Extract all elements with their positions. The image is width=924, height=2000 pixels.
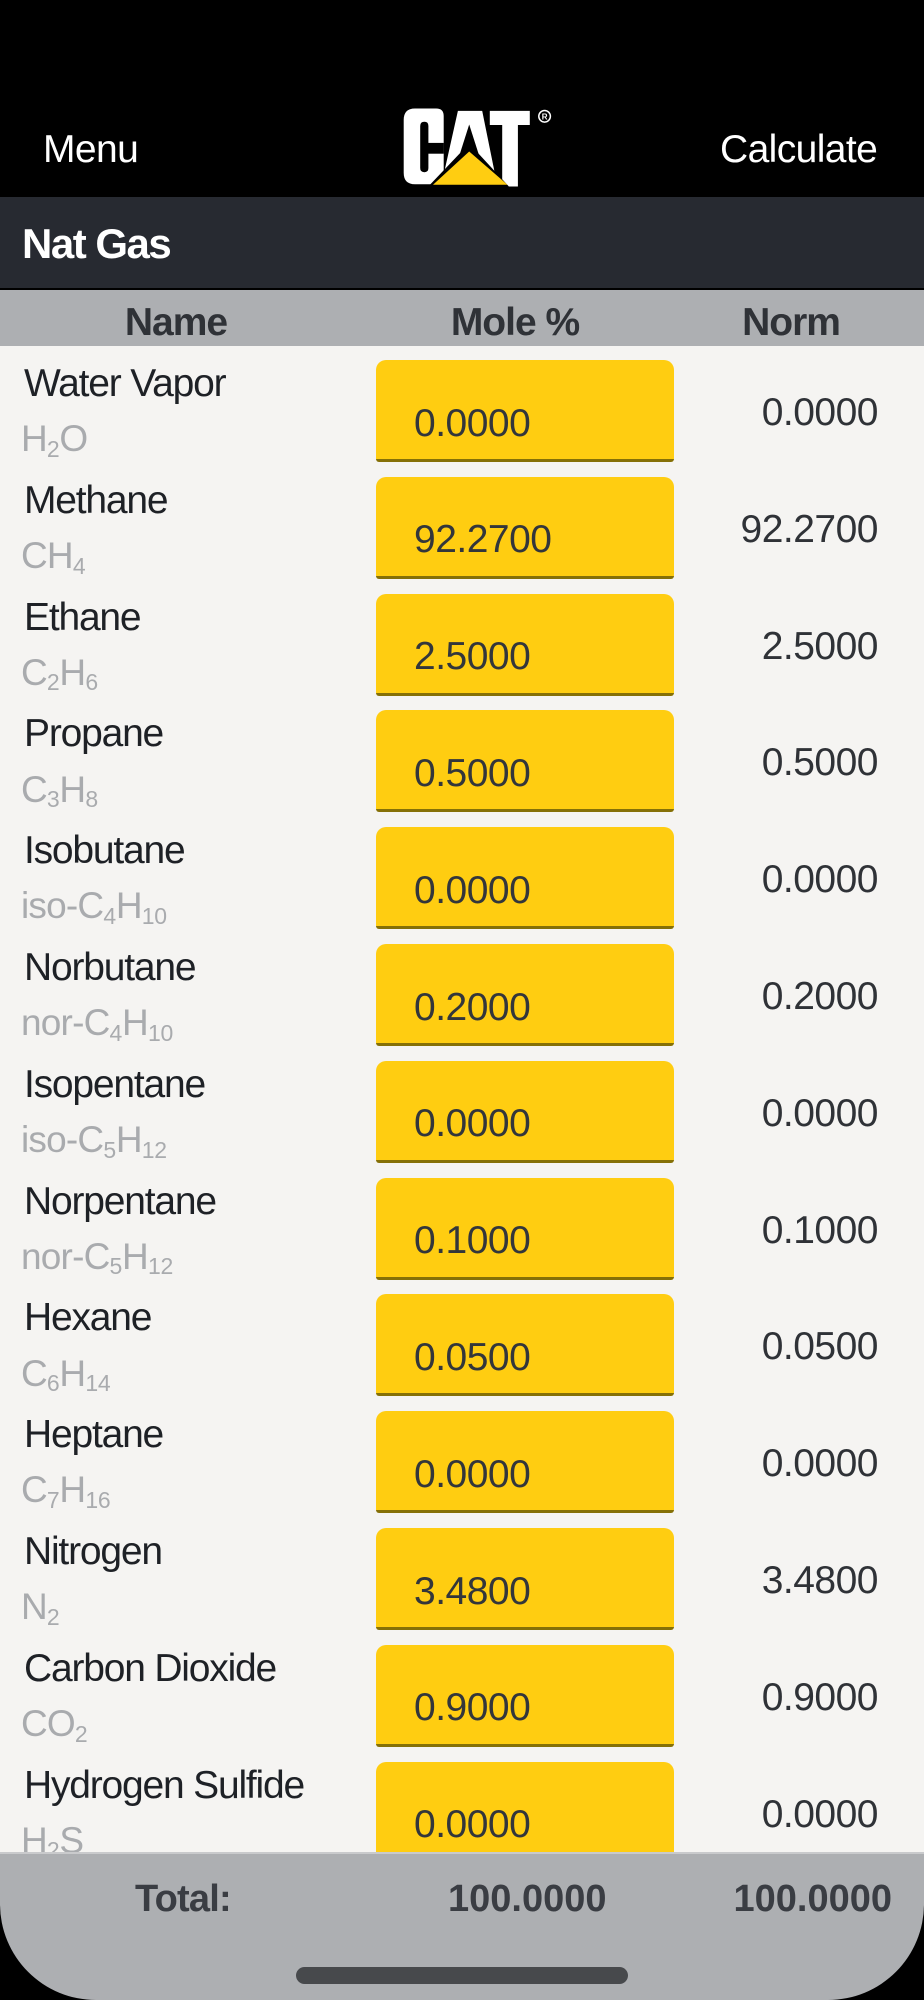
svg-text:R: R bbox=[542, 113, 548, 122]
